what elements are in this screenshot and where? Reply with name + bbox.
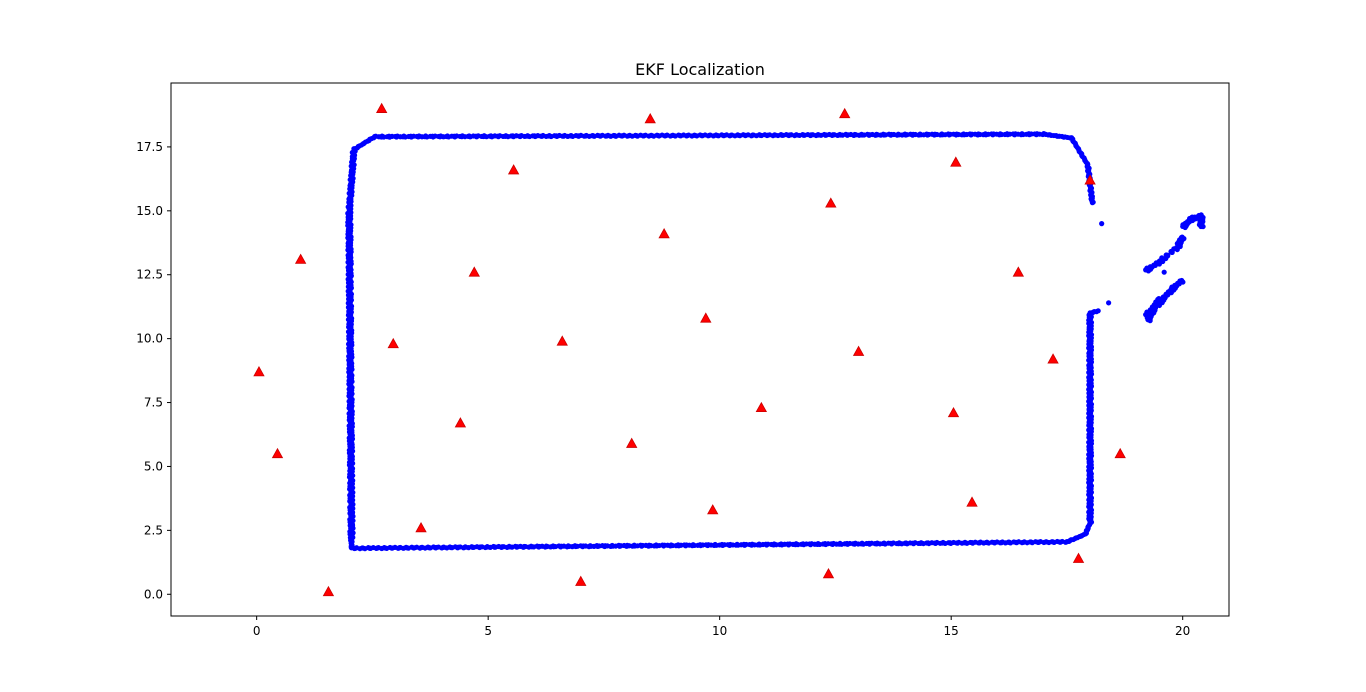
landmark-point: [375, 102, 388, 113]
landmark-point: [415, 521, 427, 533]
landmark-point: [294, 253, 307, 264]
trajectory-point: [1198, 223, 1204, 230]
landmark-point: [644, 112, 656, 124]
landmark-point: [626, 437, 638, 448]
x-tick-label: 0: [253, 624, 261, 638]
landmark-point: [556, 335, 568, 346]
trajectory-point: [1159, 255, 1165, 261]
x-tick-label: 5: [484, 624, 492, 638]
y-tick-label: 10.0: [136, 332, 163, 346]
landmark-point: [468, 266, 480, 277]
landmark-point: [322, 585, 335, 597]
landmark-series: [253, 102, 1126, 597]
chart-title: EKF Localization: [635, 60, 765, 79]
y-tick-label: 5.0: [144, 459, 163, 473]
y-tick-label: 12.5: [136, 268, 163, 282]
trajectory-point: [1187, 215, 1193, 222]
trajectory-point: [1165, 252, 1171, 258]
landmark-point: [1012, 266, 1025, 277]
landmark-point: [454, 417, 467, 428]
y-axis: 0.0 2.5 5.0 7.5 10.0 12.5 15.0 17.5: [136, 140, 171, 601]
landmark-point: [966, 496, 978, 507]
landmark-point: [1047, 353, 1059, 364]
landmark-point: [658, 228, 670, 239]
landmark-point: [253, 366, 265, 377]
landmark-point: [387, 337, 399, 349]
x-tick-label: 10: [712, 624, 727, 638]
y-tick-label: 17.5: [136, 140, 163, 154]
trajectory-point: [348, 544, 354, 551]
landmark-point: [755, 401, 768, 413]
landmark-point: [839, 107, 851, 119]
trajectory-point: [1106, 300, 1112, 306]
trajectory-point: [1099, 220, 1105, 227]
landmark-point: [271, 447, 284, 459]
trajectory-point: [1179, 277, 1185, 284]
trajectory-point: [1161, 269, 1167, 275]
landmark-point: [700, 312, 712, 323]
x-tick-label: 15: [944, 624, 959, 638]
landmark-point: [707, 504, 719, 515]
landmark-point: [852, 345, 865, 356]
trajectory-point: [1156, 295, 1162, 302]
x-axis: 0 5 10 15 20: [253, 616, 1190, 638]
trajectory-series: [345, 131, 1206, 552]
landmark-point: [825, 197, 837, 208]
landmark-point: [947, 406, 960, 418]
trajectory-point: [1095, 308, 1101, 314]
x-tick-label: 20: [1175, 624, 1190, 638]
landmark-point: [950, 156, 962, 167]
landmark-point: [575, 575, 587, 586]
landmark-point: [1072, 552, 1085, 563]
y-tick-label: 15.0: [136, 204, 163, 218]
y-tick-label: 7.5: [144, 396, 163, 410]
landmark-point: [822, 567, 835, 579]
y-tick-label: 0.0: [144, 587, 163, 601]
axes-frame: [170, 82, 1230, 617]
landmark-point: [1114, 447, 1126, 459]
landmark-point: [1084, 174, 1096, 185]
trajectory-point: [1179, 234, 1185, 240]
y-tick-label: 2.5: [144, 523, 163, 537]
landmark-point: [507, 164, 520, 175]
plot-area: [253, 102, 1206, 597]
